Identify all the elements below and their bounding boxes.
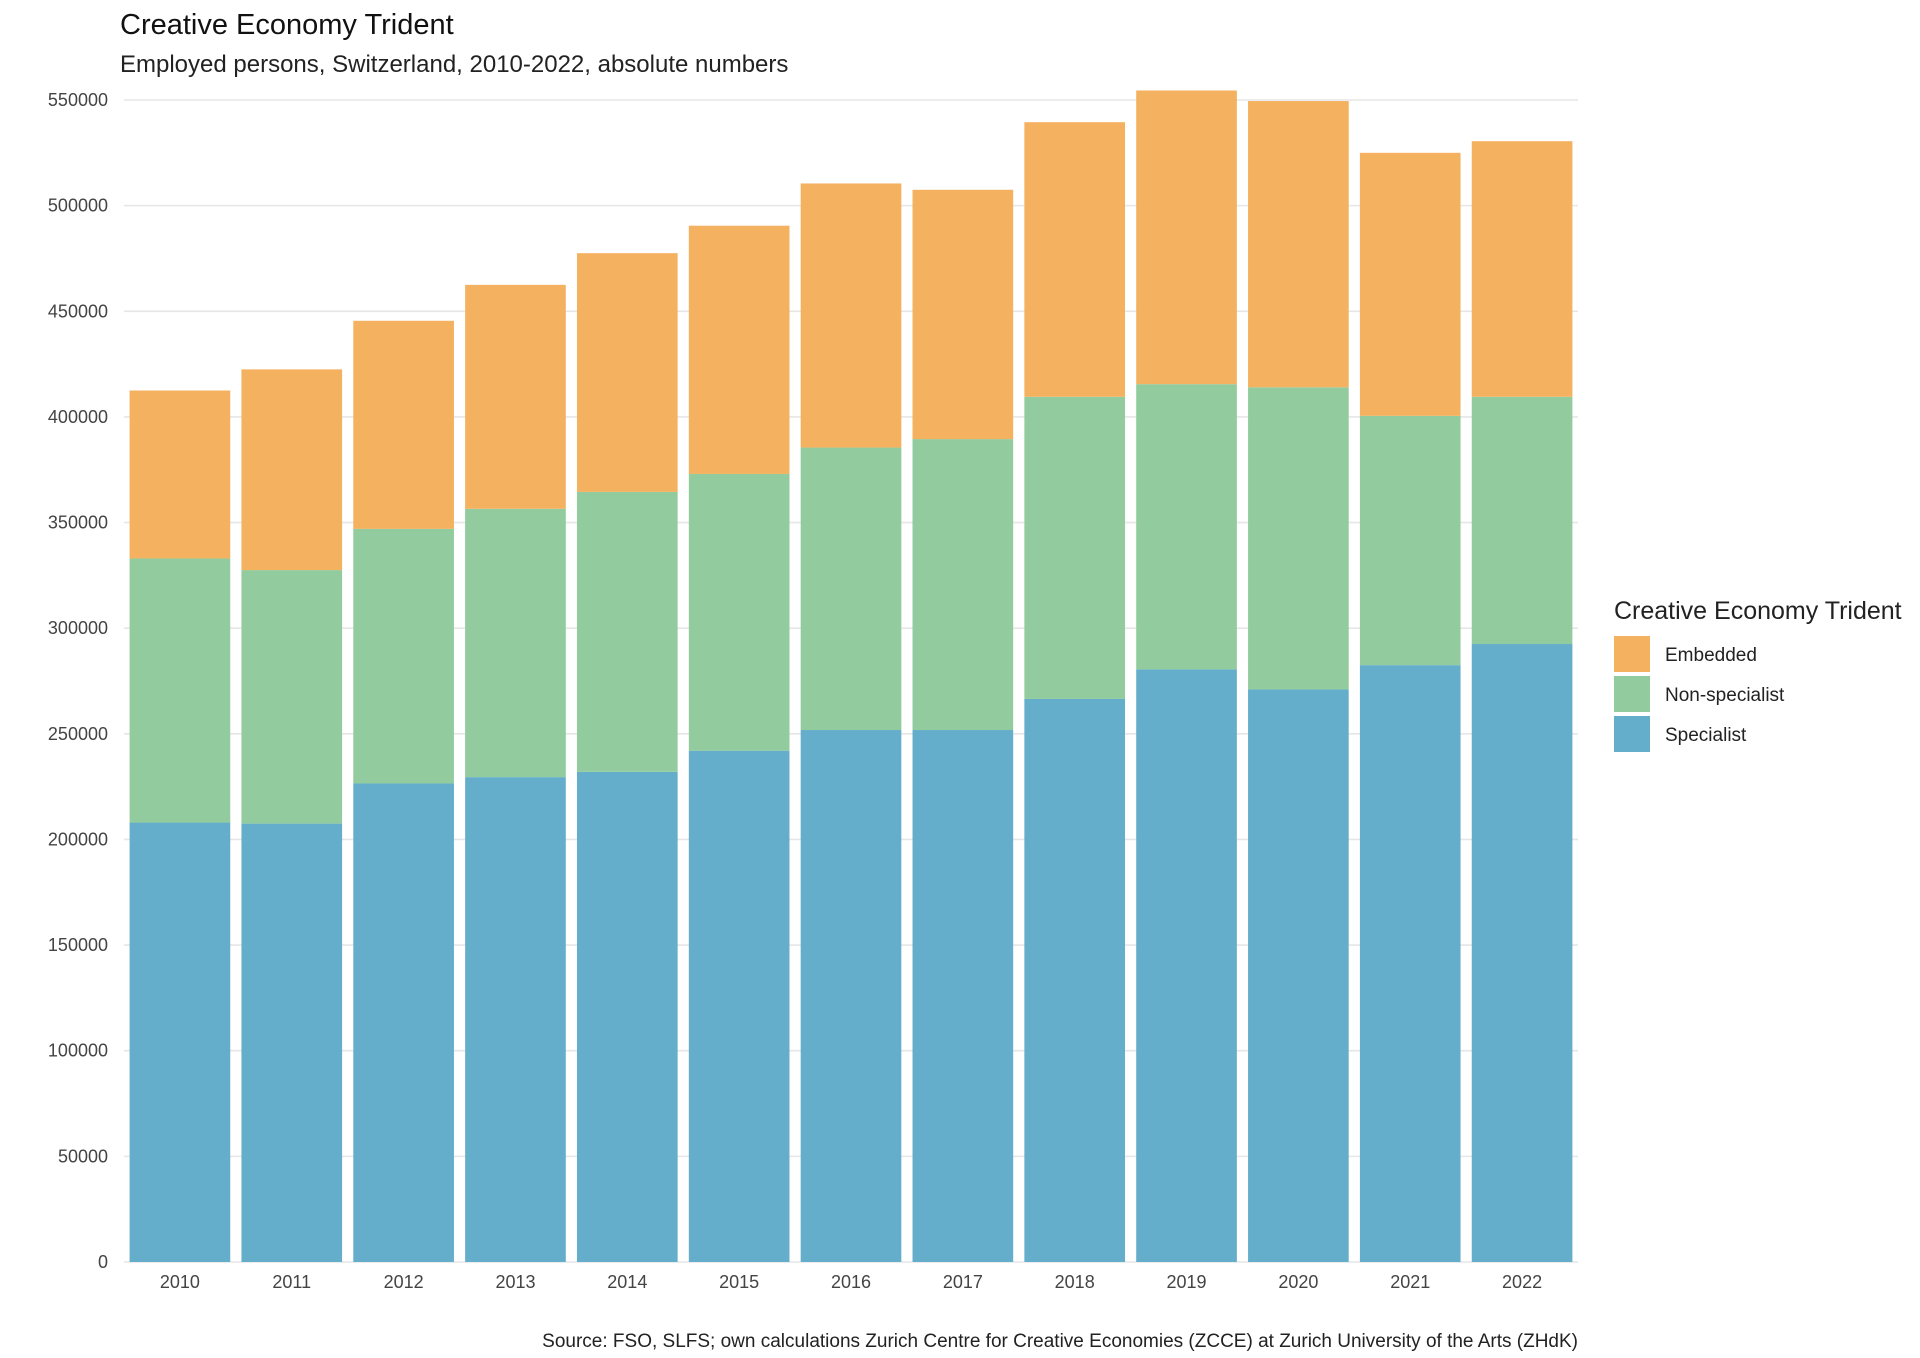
bar-non-specialist-2020 <box>1248 387 1349 690</box>
legend-label: Specialist <box>1665 725 1747 746</box>
legend: Creative Economy Trident Embedded Non-spe… <box>1614 597 1902 752</box>
bar-specialist-2014 <box>576 771 678 1262</box>
bar-non-specialist-2019 <box>1136 384 1237 670</box>
bar-specialist-2011 <box>241 823 343 1262</box>
bar-specialist-2021 <box>1359 665 1461 1262</box>
bar-embedded-2020 <box>1248 101 1349 388</box>
bar-non-specialist-2017 <box>912 439 1014 731</box>
bar-specialist-2010 <box>129 822 231 1262</box>
bar-embedded-2017 <box>912 189 1014 440</box>
x-tick-label: 2022 <box>1502 1272 1542 1292</box>
bar-specialist-2022 <box>1471 644 1573 1262</box>
bar-specialist-2019 <box>1136 669 1237 1262</box>
x-tick-label: 2019 <box>1167 1272 1207 1292</box>
y-tick-label: 50000 <box>58 1146 108 1166</box>
bar-embedded-2019 <box>1136 90 1237 385</box>
y-tick-label: 100000 <box>48 1041 108 1061</box>
y-tick-label: 350000 <box>48 513 108 533</box>
x-tick-label: 2010 <box>160 1272 200 1292</box>
y-axis-ticks: 0 50000 100000 150000 200000 250000 300000 3500… <box>48 90 108 1272</box>
legend-label: Embedded <box>1665 645 1757 666</box>
bar-embedded-2011 <box>241 369 343 571</box>
bars <box>129 90 1573 1262</box>
x-axis-ticks: 2010 2011 2012 2013 2014 2015 2016 2017 2018 2019… <box>160 1272 1542 1292</box>
bar-non-specialist-2014 <box>576 491 678 772</box>
x-tick-label: 2015 <box>719 1272 759 1292</box>
legend-label: Non-specialist <box>1665 685 1785 706</box>
bar-non-specialist-2010 <box>129 558 231 823</box>
x-tick-label: 2017 <box>943 1272 983 1292</box>
bar-non-specialist-2015 <box>688 473 790 751</box>
x-tick-label: 2011 <box>272 1272 311 1292</box>
bar-specialist-2012 <box>353 783 454 1262</box>
bar-non-specialist-2011 <box>241 570 343 824</box>
x-tick-label: 2012 <box>384 1272 424 1292</box>
y-tick-label: 550000 <box>48 90 108 110</box>
bar-specialist-2018 <box>1024 698 1126 1262</box>
x-tick-label: 2018 <box>1055 1272 1095 1292</box>
legend-swatch <box>1614 716 1650 752</box>
bar-embedded-2014 <box>576 253 678 492</box>
bar-non-specialist-2012 <box>353 528 454 784</box>
bar-specialist-2016 <box>800 730 902 1262</box>
chart-caption: Source: FSO, SLFS; own calculations Zuri… <box>542 1331 1578 1352</box>
bar-embedded-2021 <box>1359 152 1461 416</box>
legend-swatch <box>1614 636 1650 672</box>
bar-non-specialist-2016 <box>800 447 902 731</box>
bar-non-specialist-2013 <box>465 508 566 778</box>
bar-embedded-2013 <box>465 284 566 509</box>
y-tick-label: 150000 <box>48 935 108 955</box>
y-tick-label: 500000 <box>48 196 108 216</box>
y-tick-label: 400000 <box>48 407 108 427</box>
bar-non-specialist-2021 <box>1359 415 1461 666</box>
legend-title: Creative Economy Trident <box>1614 597 1902 625</box>
bar-specialist-2020 <box>1248 689 1349 1262</box>
x-tick-label: 2020 <box>1278 1272 1318 1292</box>
bar-embedded-2022 <box>1471 141 1573 397</box>
bar-embedded-2016 <box>800 183 902 448</box>
x-tick-label: 2016 <box>831 1272 871 1292</box>
bar-non-specialist-2018 <box>1024 396 1126 699</box>
legend-swatch <box>1614 676 1650 712</box>
x-tick-label: 2021 <box>1390 1272 1430 1292</box>
bar-specialist-2013 <box>465 777 566 1262</box>
bar-specialist-2017 <box>912 730 1014 1262</box>
y-tick-label: 450000 <box>48 301 108 321</box>
bar-embedded-2018 <box>1024 122 1126 397</box>
y-tick-label: 0 <box>98 1252 108 1272</box>
bar-embedded-2015 <box>688 225 790 474</box>
y-tick-label: 200000 <box>48 829 108 849</box>
x-tick-label: 2013 <box>495 1272 535 1292</box>
bar-specialist-2015 <box>688 750 790 1262</box>
bar-embedded-2012 <box>353 320 454 529</box>
y-tick-label: 300000 <box>48 618 108 638</box>
y-tick-label: 250000 <box>48 724 108 744</box>
chart-title: Creative Economy Trident <box>120 9 454 41</box>
chart-subtitle: Employed persons, Switzerland, 2010-2022… <box>120 51 788 78</box>
x-tick-label: 2014 <box>607 1272 647 1292</box>
bar-embedded-2010 <box>129 390 231 559</box>
bar-non-specialist-2022 <box>1471 396 1573 645</box>
